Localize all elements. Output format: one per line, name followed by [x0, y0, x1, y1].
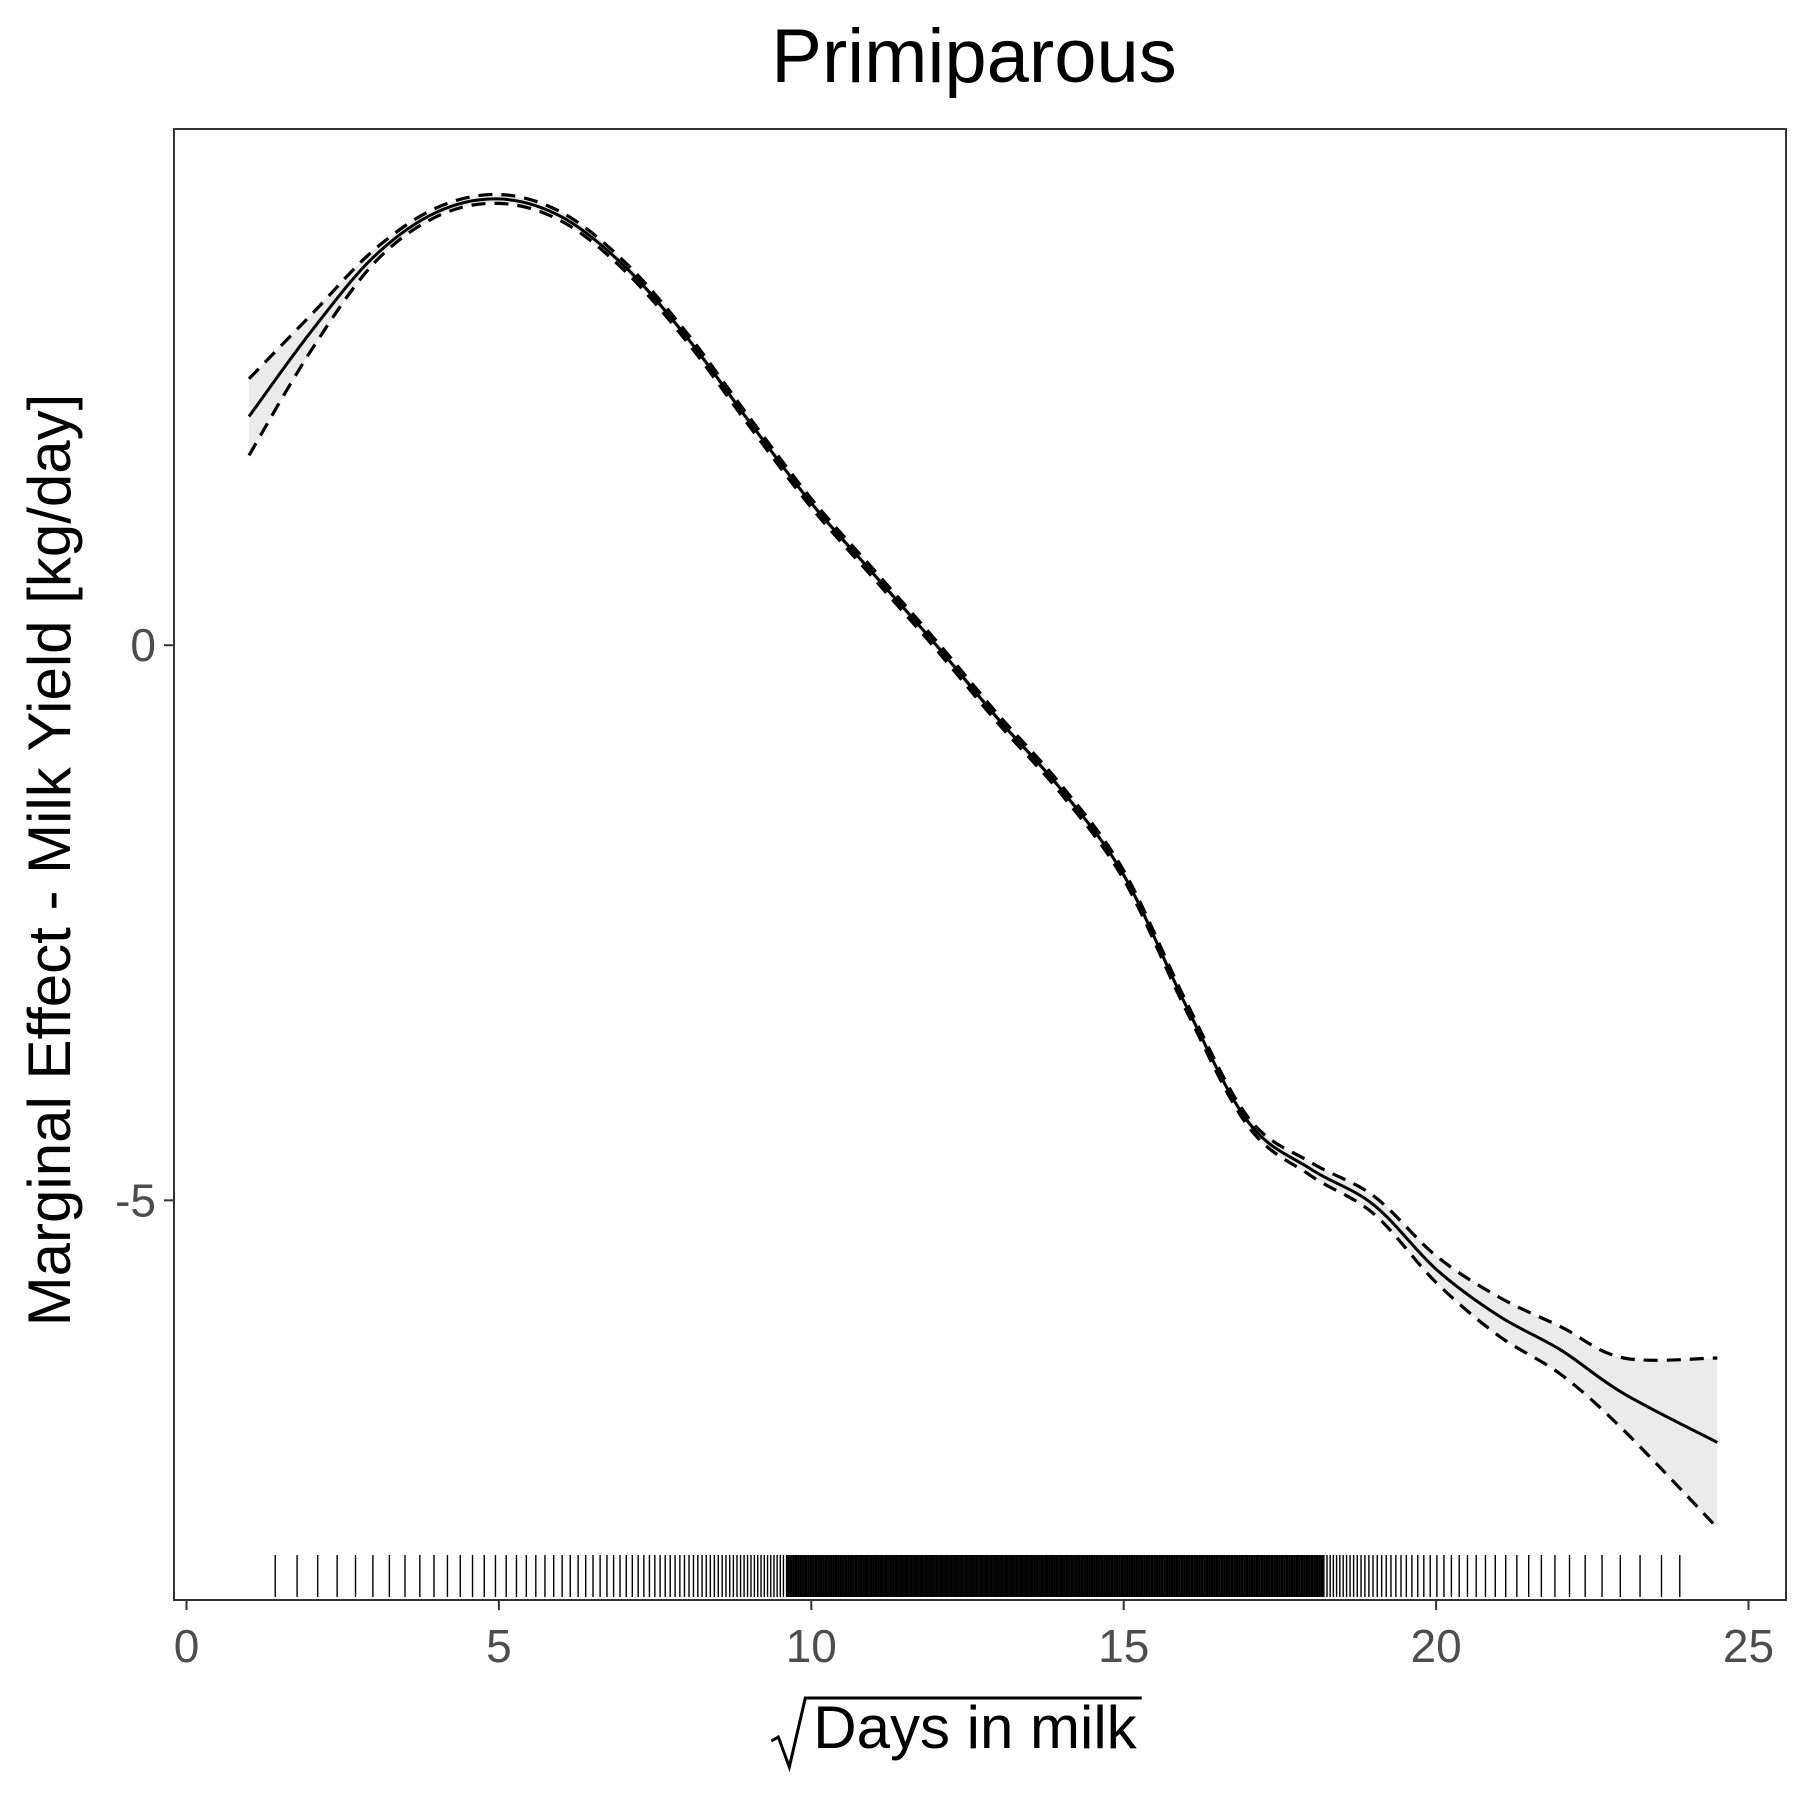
x-tick-label: 5 — [486, 1620, 512, 1672]
y-tick-label: 0 — [130, 619, 156, 671]
y-axis: 0 -5 — [115, 619, 174, 1226]
confidence-band — [249, 194, 1718, 1528]
lower-confidence-line — [247, 201, 1719, 1529]
x-tick-label: 25 — [1723, 1620, 1774, 1672]
x-axis-label: Days in milk — [813, 1694, 1137, 1761]
fitted-effect-line — [247, 197, 1718, 1444]
chart-title: Primiparous — [771, 14, 1176, 99]
y-axis-label: Marginal Effect - Milk Yield [kg/day] — [16, 394, 83, 1327]
plot-panel — [173, 128, 1787, 1601]
x-tick-label: 0 — [174, 1620, 200, 1672]
square-root-sign — [770, 1696, 1142, 1773]
rug-marks — [274, 1555, 1681, 1597]
x-tick-label: 15 — [1098, 1620, 1149, 1672]
y-tick-label: -5 — [115, 1174, 156, 1226]
x-axis-title: √ Days in milk — [770, 1694, 1142, 1773]
x-tick-label: 20 — [1411, 1620, 1462, 1672]
plot-border — [173, 128, 1787, 1601]
upper-confidence-line — [247, 192, 1718, 1362]
x-tick-label: 10 — [786, 1620, 837, 1672]
x-axis: 0 5 10 15 20 25 — [174, 1600, 1774, 1672]
